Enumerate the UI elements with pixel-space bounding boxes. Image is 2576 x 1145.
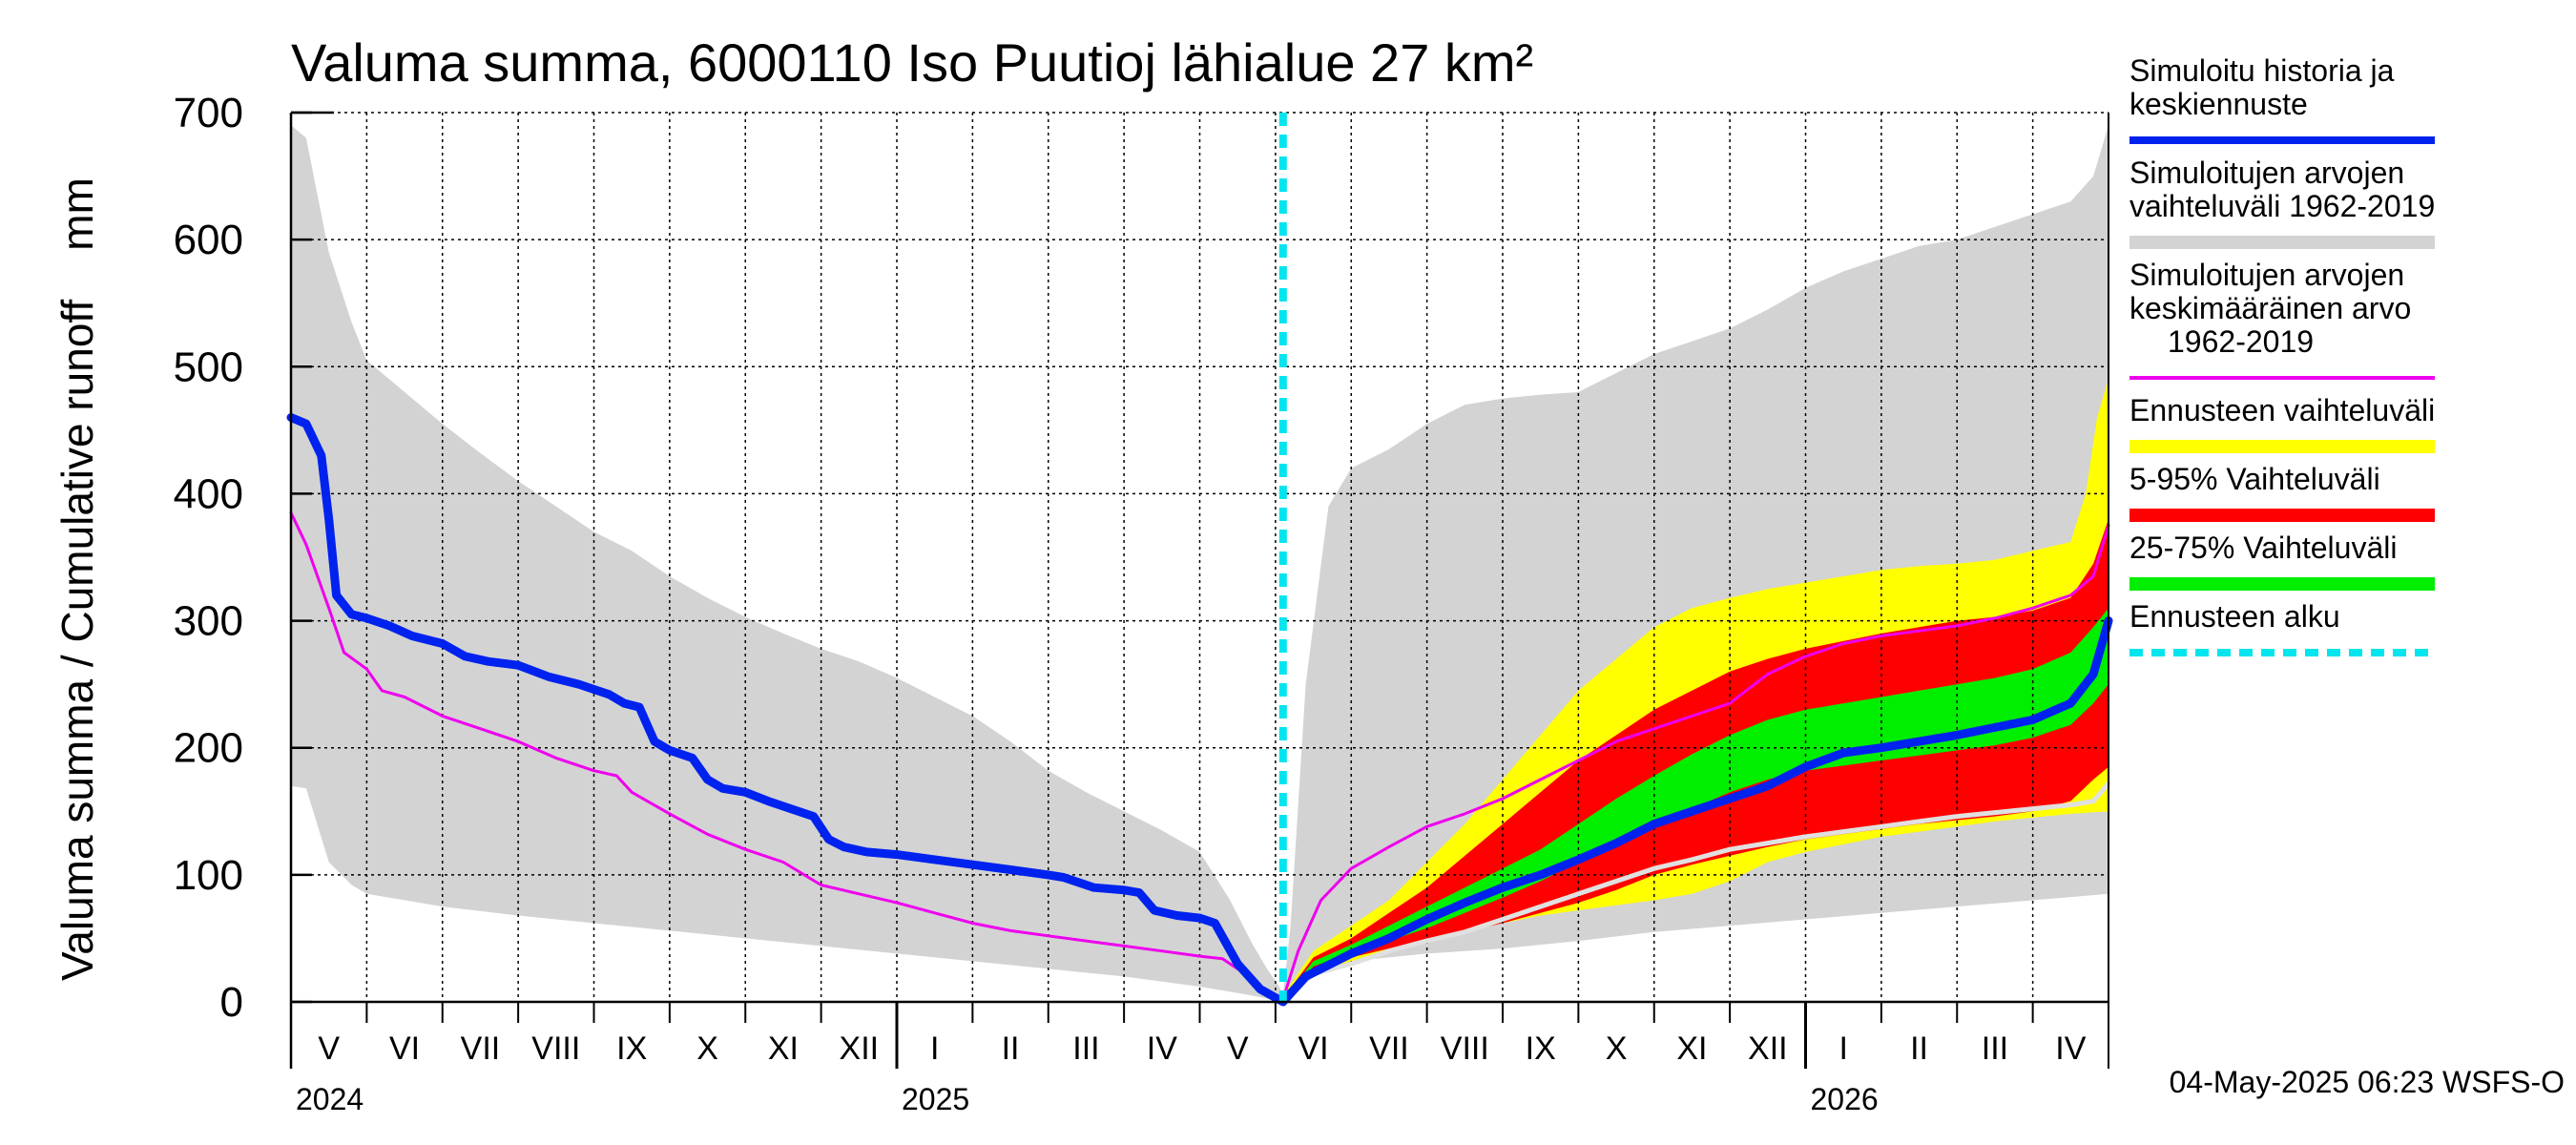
historical-range-layer bbox=[291, 125, 2109, 1003]
x-month-label: XI bbox=[768, 1030, 799, 1067]
legend-label: Simuloitujen arvojen bbox=[2129, 258, 2404, 292]
y-axis-label: Valuma summa / Cumulative runoff mm bbox=[52, 177, 102, 981]
x-year-label: 2026 bbox=[1811, 1082, 1879, 1116]
x-month-label: III bbox=[1982, 1030, 2008, 1067]
legend-label: Simuloitu historia ja bbox=[2129, 53, 2395, 88]
x-month-label: VIII bbox=[531, 1030, 580, 1067]
legend-label: 25-75% Vaihteluväli bbox=[2129, 531, 2397, 565]
x-month-label: IX bbox=[1526, 1030, 1556, 1067]
x-month-label: II bbox=[1002, 1030, 1020, 1067]
x-month-label: II bbox=[1910, 1030, 1928, 1067]
x-month-label: V bbox=[318, 1030, 340, 1067]
x-month-label: XII bbox=[1748, 1030, 1788, 1067]
y-tick-label: 300 bbox=[174, 598, 243, 645]
y-tick-label: 700 bbox=[174, 90, 243, 136]
historical-range-band bbox=[291, 125, 2109, 1003]
x-month-label: I bbox=[1839, 1030, 1847, 1067]
x-month-label: VI bbox=[1298, 1030, 1329, 1067]
x-month-label: VII bbox=[461, 1030, 501, 1067]
series-line-0 bbox=[286, 413, 2113, 1007]
grid-layer bbox=[291, 112, 2109, 1002]
series-lines-layer bbox=[286, 113, 2113, 1007]
legend-label: keskimääräinen arvo bbox=[2129, 291, 2411, 325]
x-month-label: XI bbox=[1676, 1030, 1707, 1067]
x-month-label: I bbox=[930, 1030, 939, 1067]
y-tick-label: 0 bbox=[220, 979, 243, 1026]
x-year-label: 2025 bbox=[902, 1082, 969, 1116]
x-month-label: III bbox=[1072, 1030, 1099, 1067]
y-tick-label: 200 bbox=[174, 725, 243, 772]
x-month-label: IV bbox=[2055, 1030, 2086, 1067]
x-month-label: IV bbox=[1147, 1030, 1177, 1067]
y-tick-label: 400 bbox=[174, 470, 243, 517]
series-line-2 bbox=[1280, 781, 2111, 1005]
timestamp-footer: 04-May-2025 06:23 WSFS-O bbox=[2170, 1065, 2565, 1099]
x-month-label: XII bbox=[840, 1030, 880, 1067]
x-month-label: V bbox=[1227, 1030, 1249, 1067]
legend-label: Ennusteen alku bbox=[2129, 599, 2340, 634]
series-line-1 bbox=[289, 510, 2110, 1001]
legend-label: keskiennuste bbox=[2129, 87, 2308, 121]
x-month-label: X bbox=[696, 1030, 718, 1067]
y-tick-label: 600 bbox=[174, 217, 243, 263]
y-tick-label: 500 bbox=[174, 344, 243, 390]
legend-label: Simuloitujen arvojen bbox=[2129, 156, 2404, 190]
p25-75-band bbox=[1282, 608, 2109, 1001]
x-year-label: 2024 bbox=[296, 1082, 364, 1116]
x-month-label: X bbox=[1606, 1030, 1628, 1067]
chart-title: Valuma summa, 6000110 Iso Puutioj lähial… bbox=[291, 32, 1533, 93]
legend-label: 1962-2019 bbox=[2168, 324, 2314, 359]
legend-label: Ennusteen vaihteluväli bbox=[2129, 393, 2435, 427]
legend-label: 5-95% Vaihteluväli bbox=[2129, 462, 2380, 496]
x-month-label: VI bbox=[389, 1030, 420, 1067]
x-month-label: VII bbox=[1369, 1030, 1409, 1067]
forecast-bands-layer bbox=[1282, 379, 2109, 1003]
x-month-label: IX bbox=[616, 1030, 647, 1067]
y-tick-label: 100 bbox=[174, 852, 243, 899]
legend-label: vaihteluväli 1962-2019 bbox=[2129, 189, 2435, 223]
x-month-label: VIII bbox=[1441, 1030, 1489, 1067]
